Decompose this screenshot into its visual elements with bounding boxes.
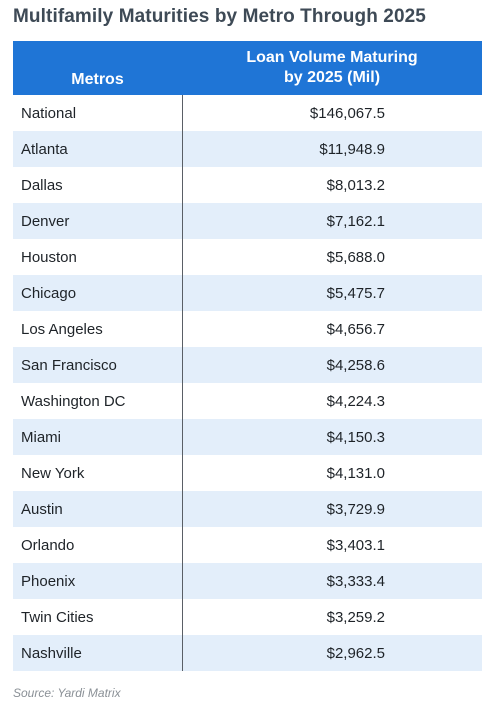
loan-volume-cell: $11,948.9 [182,131,482,167]
chart-title: Multifamily Maturities by Metro Through … [13,6,426,27]
loan-volume-cell: $4,656.7 [182,311,482,347]
table-row: Nashville $2,962.5 [13,635,482,671]
loan-volume-cell: $5,475.7 [182,275,482,311]
metro-cell: Denver [13,203,183,239]
table-row: San Francisco $4,258.6 [13,347,482,383]
metro-cell: Dallas [13,167,183,203]
column-header-loan-volume: Loan Volume Maturing by 2025 (Mil) [182,41,482,95]
table-row: Chicago $5,475.7 [13,275,482,311]
column-header-line: by 2025 (Mil) [283,69,381,86]
loan-volume-cell: $4,131.0 [182,455,482,491]
maturities-table-container: Metros Loan Volume Maturing by 2025 (Mil… [13,41,482,671]
loan-volume-cell: $4,150.3 [182,419,482,455]
column-header-line: Loan Volume Maturing [246,49,418,66]
loan-volume-cell: $4,258.6 [182,347,482,383]
metro-cell: Atlanta [13,131,183,167]
column-header-metros: Metros [13,41,182,95]
metro-cell: San Francisco [13,347,183,383]
loan-volume-cell: $5,688.0 [182,239,482,275]
metro-cell: Miami [13,419,183,455]
table-row: Los Angeles $4,656.7 [13,311,482,347]
table-row: Austin $3,729.9 [13,491,482,527]
table-row: Orlando $3,403.1 [13,527,482,563]
table-row: New York $4,131.0 [13,455,482,491]
table-header-row: Metros Loan Volume Maturing by 2025 (Mil… [13,41,482,95]
loan-volume-cell: $4,224.3 [182,383,482,419]
metro-cell: Houston [13,239,183,275]
table-row: Washington DC $4,224.3 [13,383,482,419]
table-row: National $146,067.5 [13,95,482,131]
metro-cell: Orlando [13,527,183,563]
metro-cell: Washington DC [13,383,183,419]
metro-cell: Nashville [13,635,183,671]
table-row: Twin Cities $3,259.2 [13,599,482,635]
loan-volume-cell: $8,013.2 [182,167,482,203]
metro-cell: Phoenix [13,563,183,599]
table-row: Atlanta $11,948.9 [13,131,482,167]
table-row: Houston $5,688.0 [13,239,482,275]
loan-volume-cell: $7,162.1 [182,203,482,239]
table-row: Miami $4,150.3 [13,419,482,455]
loan-volume-cell: $3,333.4 [182,563,482,599]
table-row: Denver $7,162.1 [13,203,482,239]
loan-volume-cell: $3,729.9 [182,491,482,527]
loan-volume-cell: $2,962.5 [182,635,482,671]
table-row: Phoenix $3,333.4 [13,563,482,599]
metro-cell: National [13,95,183,131]
maturities-table: Metros Loan Volume Maturing by 2025 (Mil… [13,41,482,671]
loan-volume-cell: $146,067.5 [182,95,482,131]
metro-cell: Chicago [13,275,183,311]
metro-cell: Twin Cities [13,599,183,635]
metro-cell: Los Angeles [13,311,183,347]
source-note: Source: Yardi Matrix [13,686,121,700]
loan-volume-cell: $3,259.2 [182,599,482,635]
metro-cell: New York [13,455,183,491]
table-row: Dallas $8,013.2 [13,167,482,203]
table-body: National $146,067.5 Atlanta $11,948.9 Dallas… [13,95,482,671]
loan-volume-cell: $3,403.1 [182,527,482,563]
metro-cell: Austin [13,491,183,527]
